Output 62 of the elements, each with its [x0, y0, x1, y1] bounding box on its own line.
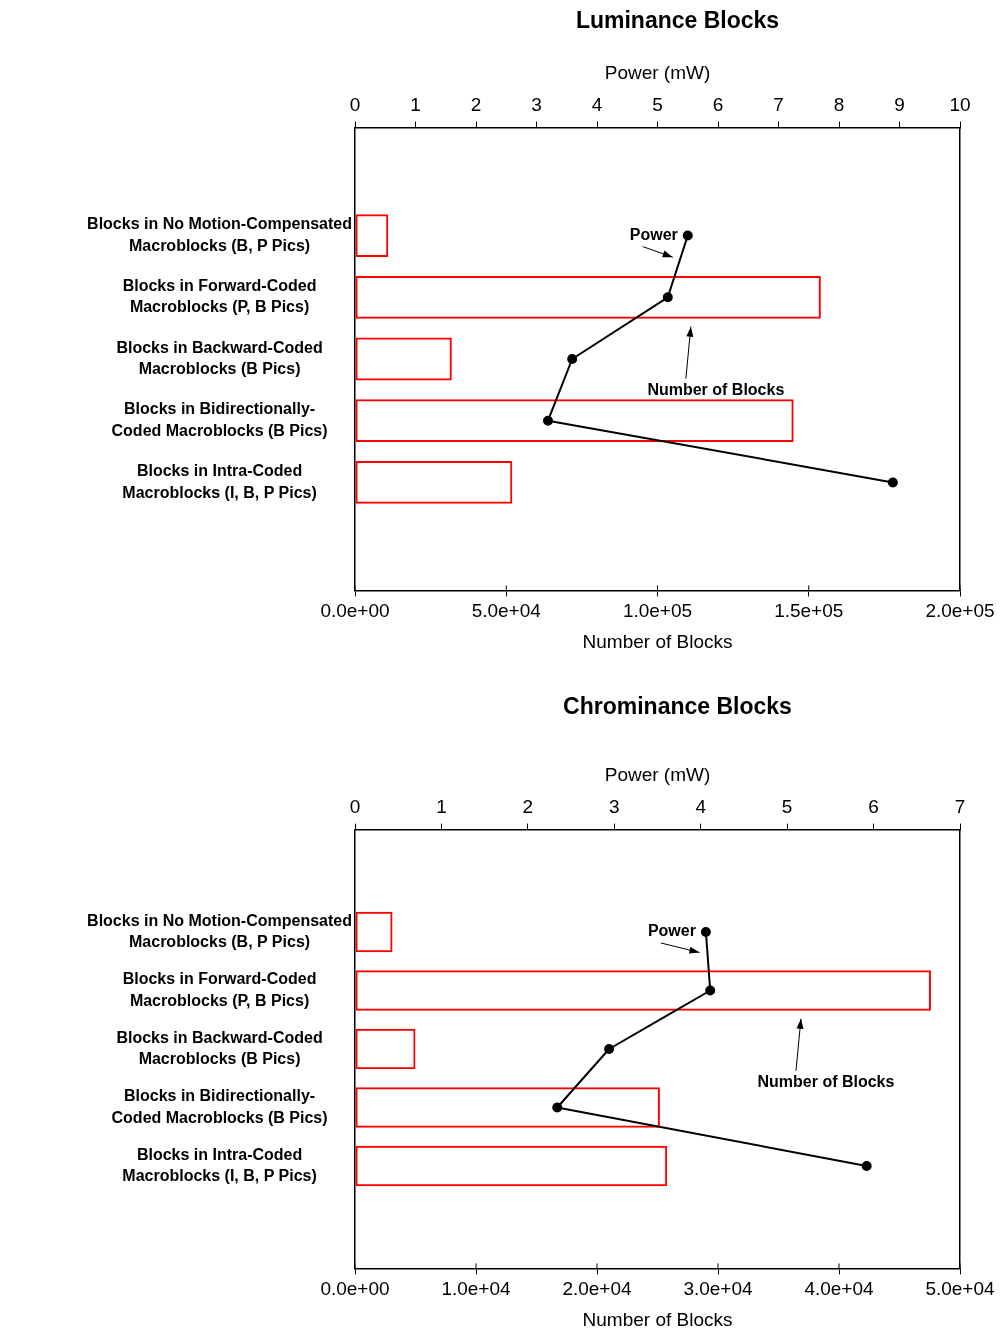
point [552, 1102, 563, 1113]
x-tick-label: 2.0e+05 [925, 600, 995, 622]
point [662, 292, 673, 303]
x-tick-label: 1.5e+05 [774, 600, 844, 622]
point [543, 415, 553, 426]
x-tick-label: 0.0e+00 [320, 600, 390, 622]
x2-tick-label: 6 [868, 796, 879, 818]
x2-tick-label: 5 [652, 94, 663, 116]
point [682, 230, 693, 241]
y-tick-label: Blocks in Backward-Coded Macroblocks (B Pics) [116, 1028, 323, 1068]
x-axis-title: Number of Blocks [582, 1308, 733, 1330]
chart-title: Luminance Blocks [575, 7, 780, 34]
x2-tick-label: 2 [470, 94, 482, 116]
x2-tick-label: 2 [522, 796, 534, 818]
series-label: Number of Blocks [647, 381, 785, 399]
bar [355, 275, 821, 319]
y-tick-label: Blocks in Intra-Coded Macroblocks (I, B, P Pics) [122, 1145, 317, 1185]
x2-axis-title: Power (mW) [604, 763, 711, 785]
x2-tick-label: 4 [695, 796, 707, 818]
x2-tick-label: 0 [349, 94, 361, 116]
y-tick-label: Blocks in Intra-Coded Macroblocks (I, B, P Pics) [122, 462, 317, 501]
x-tick-label: 1.0e+04 [441, 1278, 512, 1300]
x2-tick-label: 10 [949, 94, 971, 116]
x-tick-label: 5.0e+04 [925, 1278, 996, 1300]
point [887, 477, 898, 488]
y-tick-label: Blocks in No Motion-Compensated Macroblocks (B, P Pics) [87, 215, 352, 254]
x-tick-label: 1.0e+05 [622, 600, 693, 622]
y-tick-label: Blocks in Forward-Coded Macroblocks (P, B Pics) [122, 970, 317, 1009]
x2-tick-label: 6 [712, 94, 724, 116]
y-tick-label: Blocks in No Motion-Compensated Macroblocks (B, P Pics) [87, 911, 352, 951]
x2-tick-label: 1 [410, 94, 421, 116]
point [604, 1044, 615, 1054]
point [700, 926, 711, 937]
x2-tick-label: 9 [894, 94, 905, 116]
x2-tick-label: 3 [531, 94, 542, 116]
x2-tick-label: 7 [954, 796, 966, 818]
x-tick-label: 3.0e+04 [683, 1278, 754, 1300]
y-tick-label: Blocks in Backward-Coded Macroblocks (B Pics) [116, 338, 323, 378]
x-tick-label: 2.0e+04 [562, 1278, 633, 1300]
series-label: Power [647, 922, 696, 940]
x2-axis-title: Power (mW) [604, 61, 711, 83]
x2-tick-label: 7 [773, 94, 784, 116]
bar [355, 970, 931, 1011]
point [861, 1161, 872, 1172]
series-label: Power [629, 225, 678, 243]
x-tick-label: 0.0e+00 [320, 1278, 390, 1300]
x2-tick-label: 3 [609, 796, 620, 818]
point [705, 985, 716, 996]
x2-tick-label: 0 [349, 796, 361, 818]
y-tick-label: Blocks in Forward-Coded Macroblocks (P, B Pics) [122, 276, 317, 316]
y-tick-label: Blocks in Bidirectionally-Coded Macroblocks (B Pics) [111, 1087, 328, 1126]
x2-tick-label: 5 [781, 796, 793, 818]
x2-tick-label: 8 [833, 94, 845, 116]
y-tick-label: Blocks in Bidirectionally-Coded Macroblocks (B Pics) [111, 400, 328, 439]
chart-title: Chrominance Blocks [563, 693, 792, 720]
text: Number of Blocks [757, 1073, 895, 1091]
x2-tick-label: 1 [436, 796, 447, 818]
x-axis-title: Number of Blocks [582, 630, 733, 652]
x-tick-label: 5.0e+04 [471, 600, 542, 622]
x2-tick-label: 4 [591, 94, 603, 116]
point [567, 354, 578, 364]
x-tick-label: 4.0e+04 [804, 1278, 875, 1300]
